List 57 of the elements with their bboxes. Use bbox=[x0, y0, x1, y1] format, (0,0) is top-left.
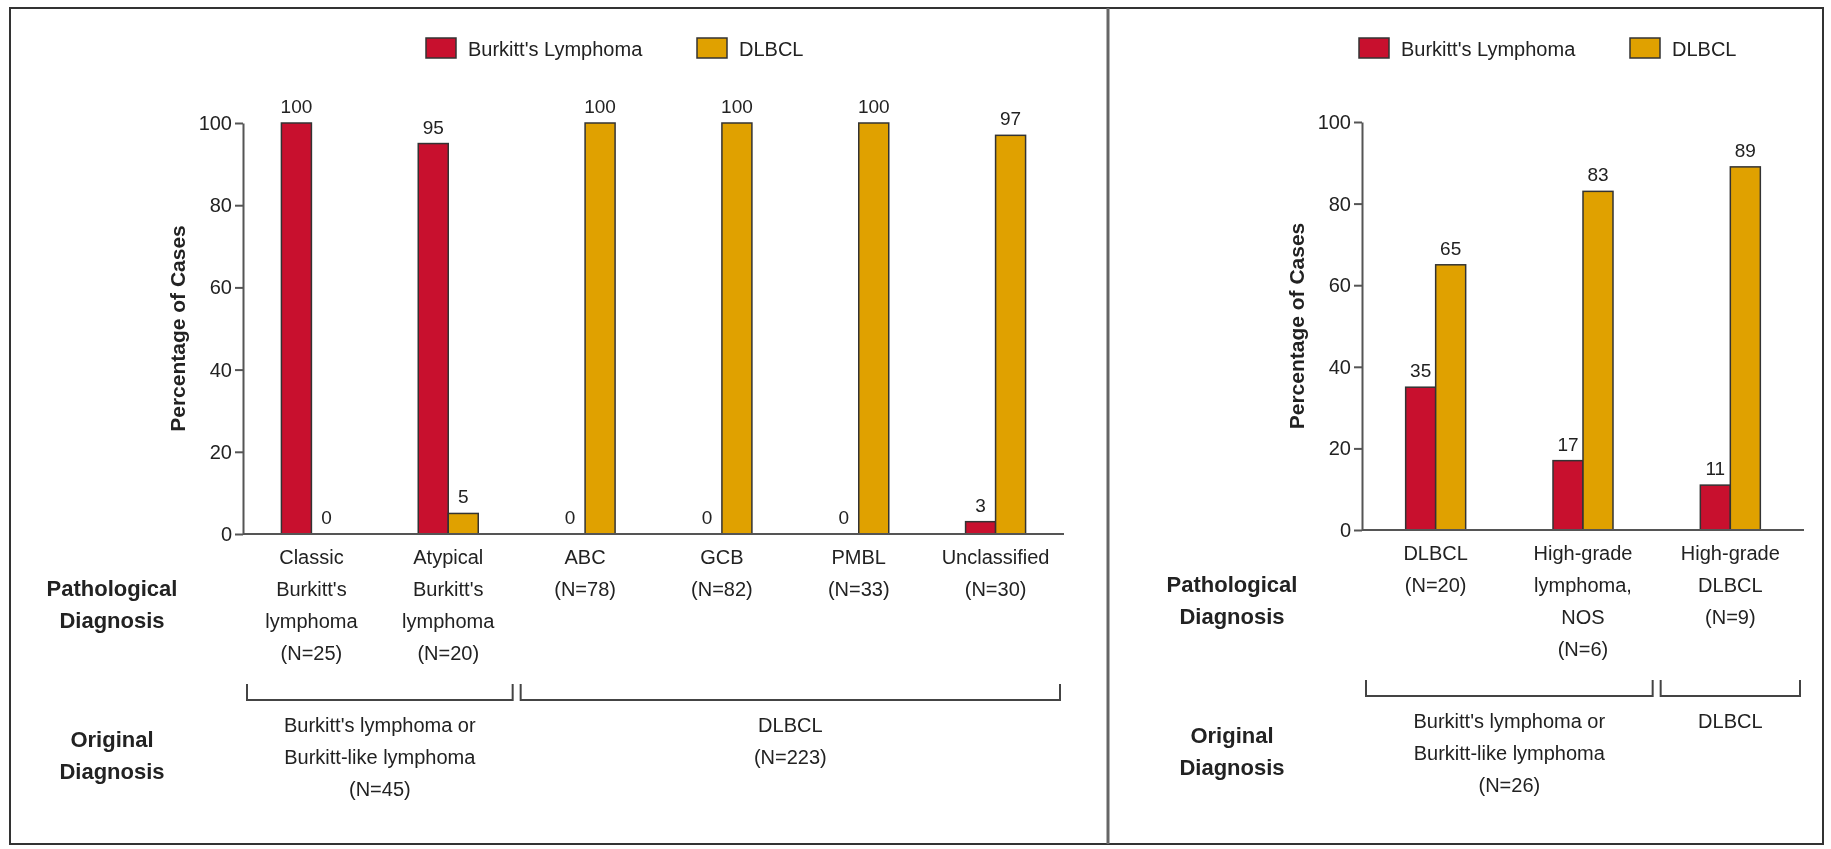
y-tick-label: 100 bbox=[198, 111, 232, 134]
y-tick-label: 0 bbox=[1339, 518, 1351, 541]
data-label: 100 bbox=[721, 96, 753, 117]
data-label: 65 bbox=[1440, 237, 1462, 259]
y-axis-title: Percentage of Cases bbox=[166, 225, 189, 432]
bar bbox=[858, 122, 890, 535]
y-tick-label: 20 bbox=[209, 440, 232, 463]
x-tick-label: GCB (N=82) bbox=[691, 546, 753, 600]
legend-label: Burkitt's Lymphoma bbox=[468, 38, 644, 60]
text: DLBCL bbox=[1698, 710, 1763, 732]
bar bbox=[280, 122, 313, 535]
x-tick-label: High-grade DLBCL (N=9) bbox=[1680, 542, 1780, 628]
data-label: 83 bbox=[1587, 164, 1609, 186]
data-label: 100 bbox=[280, 96, 313, 117]
data-label: 95 bbox=[422, 116, 444, 138]
data-label: 17 bbox=[1557, 433, 1579, 455]
data-label: 97 bbox=[1000, 108, 1022, 130]
data-label: 89 bbox=[1734, 139, 1756, 161]
bar bbox=[584, 122, 616, 535]
x-tick-label: Atypical Burkitt's lymphoma (N=20) bbox=[402, 546, 496, 664]
y-tick-label: 80 bbox=[209, 194, 232, 217]
text: Burkitt's lymphoma or Burkitt-like lymphoma (N=26) bbox=[1413, 710, 1606, 796]
data-label: 11 bbox=[1705, 458, 1726, 480]
data-label: 0 bbox=[564, 507, 576, 528]
x-tick-label: DLBCL (N=20) bbox=[1403, 542, 1468, 596]
x-tick-label: Unclassified (N=30) bbox=[941, 546, 1050, 600]
y-tick-label: 40 bbox=[1328, 355, 1351, 378]
text: Pathological Diagnosis bbox=[1166, 572, 1298, 629]
data-label: 3 bbox=[975, 494, 986, 516]
y-tick-label: 60 bbox=[1328, 274, 1351, 297]
data-label: 0 bbox=[838, 507, 850, 528]
data-label: 0 bbox=[321, 507, 332, 528]
text: Original Diagnosis bbox=[1179, 723, 1285, 780]
text: Pathological Diagnosis bbox=[46, 576, 178, 633]
data-label: 5 bbox=[457, 486, 469, 508]
y-tick-label: 100 bbox=[1317, 110, 1351, 133]
bar bbox=[721, 122, 753, 535]
x-tick-label: Classic Burkitt's lymphoma (N=25) bbox=[265, 546, 359, 664]
y-axis-title: Percentage of Cases bbox=[1285, 222, 1308, 430]
x-tick-label: PMBL (N=33) bbox=[827, 546, 890, 600]
legend-label: DLBCL bbox=[739, 38, 804, 60]
y-tick-label: 40 bbox=[209, 358, 232, 381]
legend-label: Burkitt's Lymphoma bbox=[1401, 38, 1577, 60]
data-label: 100 bbox=[857, 96, 890, 117]
text: Original Diagnosis bbox=[59, 727, 165, 784]
data-label: 35 bbox=[1410, 360, 1432, 382]
y-tick-label: 20 bbox=[1328, 437, 1351, 460]
y-tick-label: 60 bbox=[209, 276, 232, 299]
data-label: 0 bbox=[701, 507, 713, 528]
legend-label: DLBCL bbox=[1672, 38, 1737, 60]
y-tick-label: 0 bbox=[220, 522, 232, 545]
x-tick-label: ABC (N=78) bbox=[554, 546, 616, 600]
data-label: 100 bbox=[584, 96, 616, 117]
y-tick-label: 80 bbox=[1328, 192, 1351, 215]
text: DLBCL (N=223) bbox=[753, 714, 827, 768]
text: Burkitt's lymphoma or Burkitt-like lymphoma (N=45) bbox=[284, 714, 477, 800]
x-tick-label: High-grade lymphoma, NOS (N=6) bbox=[1533, 542, 1633, 660]
